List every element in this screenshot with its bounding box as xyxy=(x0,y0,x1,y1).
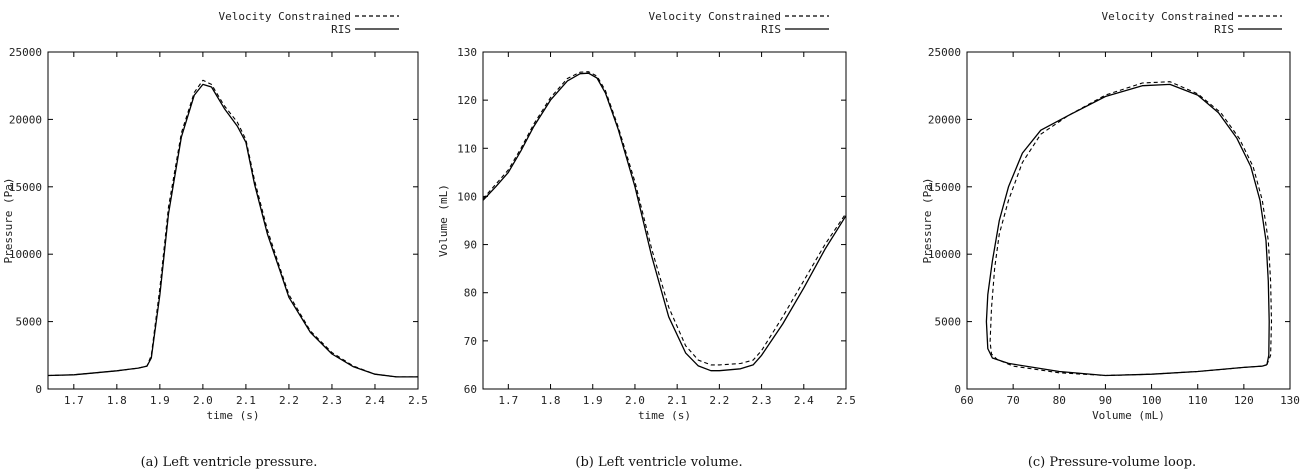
x-tick-label: 1.8 xyxy=(107,394,127,407)
y-tick-label: 100 xyxy=(457,190,477,203)
y-tick-label: 25000 xyxy=(928,46,961,59)
x-tick-label: 1.9 xyxy=(583,394,603,407)
x-tick-label: 2.2 xyxy=(709,394,729,407)
legend-label: RIS xyxy=(331,23,351,36)
series-line-ris xyxy=(47,83,418,378)
legend-label: RIS xyxy=(1214,23,1234,36)
x-tick-label: 2.4 xyxy=(365,394,385,407)
y-tick-label: 90 xyxy=(464,239,477,252)
y-tick-label: 20000 xyxy=(928,113,961,126)
x-tick-label: 2.1 xyxy=(236,394,256,407)
x-tick-label: 120 xyxy=(1234,394,1254,407)
plot-frame xyxy=(47,51,419,390)
y-tick-label: 60 xyxy=(464,383,477,396)
x-tick-label: 60 xyxy=(960,394,973,407)
x-tick-label: 90 xyxy=(1099,394,1112,407)
figure-caption: (b) Left ventricle volume. xyxy=(575,455,742,470)
x-tick-label: 2.0 xyxy=(625,394,645,407)
chart-panel-c: 60 70 80 90 100 110 120 130 0 5000 10000 15000 20000… xyxy=(921,10,1300,470)
x-tick-label: 2.4 xyxy=(794,394,814,407)
series-line-ris xyxy=(482,72,847,372)
y-tick-label: 110 xyxy=(457,142,477,155)
legend-label: Velocity Constrained xyxy=(219,10,351,23)
y-tick-label: 15000 xyxy=(928,181,961,194)
figure-caption: (c) Pressure-volume loop. xyxy=(1028,455,1196,470)
y-tick-label: 0 xyxy=(35,383,42,396)
x-tick-label: 2.5 xyxy=(836,394,856,407)
y-axis-label: Pressure (Pa) xyxy=(921,177,934,263)
y-tick-label: 70 xyxy=(464,335,477,348)
x-tick-label: 80 xyxy=(1053,394,1066,407)
x-tick-label: 110 xyxy=(1188,394,1208,407)
figure-caption: (a) Left ventricle pressure. xyxy=(141,455,318,470)
x-tick-label: 2.1 xyxy=(667,394,687,407)
x-tick-label: 1.8 xyxy=(541,394,561,407)
legend-label: Velocity Constrained xyxy=(649,10,781,23)
x-tick-label: 130 xyxy=(1280,394,1300,407)
y-tick-label: 120 xyxy=(457,94,477,107)
series-line-velocity-constrained xyxy=(482,71,847,366)
legend-label: Velocity Constrained xyxy=(1102,10,1234,23)
x-tick-label: 1.7 xyxy=(64,394,84,407)
series-line-ris xyxy=(985,83,1270,377)
x-axis-label: time (s) xyxy=(638,409,691,422)
x-tick-label: 2.2 xyxy=(279,394,299,407)
y-tick-label: 25000 xyxy=(9,46,42,59)
y-tick-label: 10000 xyxy=(928,248,961,261)
y-axis-label: Volume (mL) xyxy=(437,184,450,257)
legend-label: RIS xyxy=(761,23,781,36)
x-tick-label: 2.3 xyxy=(322,394,342,407)
y-tick-label: 5000 xyxy=(935,316,962,329)
y-tick-label: 20000 xyxy=(9,113,42,126)
plot-frame xyxy=(482,51,847,390)
plot-frame xyxy=(966,51,1291,390)
series-line-velocity-constrained xyxy=(47,79,418,378)
y-tick-label: 80 xyxy=(464,287,477,300)
x-tick-label: 2.5 xyxy=(408,394,428,407)
x-tick-label: 70 xyxy=(1007,394,1020,407)
y-tick-label: 10000 xyxy=(9,248,42,261)
x-tick-label: 100 xyxy=(1142,394,1162,407)
y-tick-label: 0 xyxy=(954,383,961,396)
x-axis-label: time (s) xyxy=(207,409,260,422)
series-line-velocity-constrained xyxy=(989,81,1273,377)
x-tick-label: 2.0 xyxy=(193,394,213,407)
chart-panel-a: 1.7 1.8 1.9 2.0 2.1 2.2 2.3 2.4 2.5 0 5000 10000 150… xyxy=(2,10,428,470)
x-tick-label: 2.3 xyxy=(752,394,772,407)
y-tick-label: 5000 xyxy=(16,316,43,329)
y-tick-label: 15000 xyxy=(9,181,42,194)
chart-panel-b: 1.7 1.8 1.9 2.0 2.1 2.2 2.3 2.4 2.5 60 70 80 90 100 11… xyxy=(437,10,856,470)
y-axis-label: Pressure (Pa) xyxy=(2,177,15,263)
x-tick-label: 1.9 xyxy=(150,394,170,407)
x-axis-label: Volume (mL) xyxy=(1092,409,1165,422)
x-tick-label: 1.7 xyxy=(498,394,518,407)
y-tick-label: 130 xyxy=(457,46,477,59)
